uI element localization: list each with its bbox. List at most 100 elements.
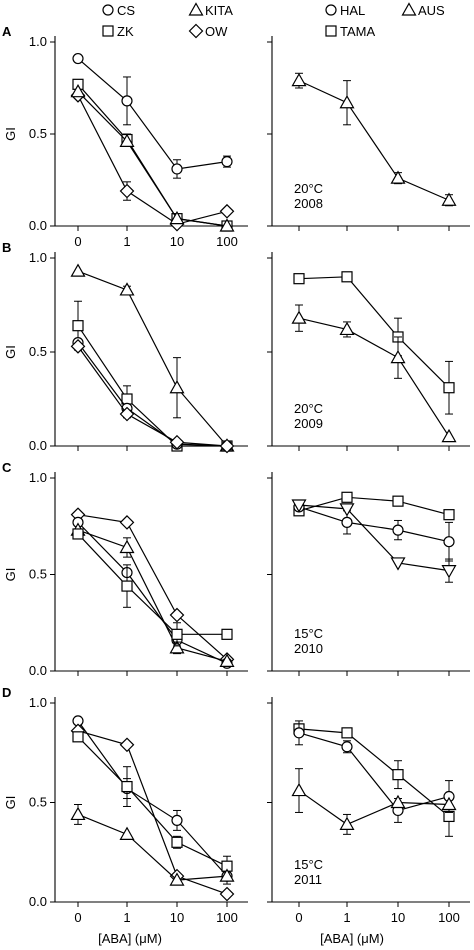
x-tick-label: 0 xyxy=(74,910,81,925)
data-point xyxy=(119,737,135,753)
x-tick-label: 0 xyxy=(295,910,302,925)
series-line xyxy=(298,732,450,812)
x-axis-label-right: [ABA] (μM) xyxy=(320,931,384,946)
data-point xyxy=(169,210,185,225)
data-point xyxy=(72,528,84,540)
series-line xyxy=(77,533,227,635)
data-point xyxy=(441,428,457,443)
series-hal xyxy=(293,501,455,562)
series-line xyxy=(77,95,228,225)
series-hal xyxy=(293,720,455,823)
data-point xyxy=(390,794,406,809)
panel-annotation: 2011 xyxy=(294,872,322,887)
series-line xyxy=(298,317,450,437)
data-point xyxy=(341,741,353,753)
series-aus xyxy=(291,499,457,583)
panel-D-left: 0.0 0.5 1.0 0 1 10 100 GI D xyxy=(2,685,248,925)
data-point xyxy=(221,628,233,640)
x-tick-label: 10 xyxy=(170,234,184,249)
x-tick-label: 1 xyxy=(123,234,130,249)
y-axis-label: GI xyxy=(3,796,18,810)
x-tick-label: 100 xyxy=(438,910,460,925)
data-point xyxy=(171,814,183,827)
y-axis-label: GI xyxy=(3,127,18,141)
data-point xyxy=(339,816,355,830)
panel-A-left: 0.0 0.5 1.0 0 1 10 100 GI A xyxy=(2,24,248,249)
series-line xyxy=(77,720,228,877)
x-axis-label-left: [ABA] (μM) xyxy=(98,931,162,946)
y-tick-label: 0.5 xyxy=(29,126,47,141)
legend-marker-zk xyxy=(102,25,114,37)
series-line xyxy=(77,521,228,664)
series-line xyxy=(77,325,227,447)
series-ow xyxy=(70,723,235,902)
data-point xyxy=(291,782,307,797)
y-tick-label: 0.5 xyxy=(29,567,47,582)
data-point xyxy=(339,321,355,336)
series-kita xyxy=(70,803,235,886)
panel-letter: D xyxy=(2,685,11,700)
x-tick-label: 10 xyxy=(170,910,184,925)
data-point xyxy=(441,796,457,811)
series-tama xyxy=(293,723,455,837)
x-tick-label: 1 xyxy=(123,910,130,925)
legend-label-ow: OW xyxy=(205,24,228,39)
x-tick-label: 10 xyxy=(391,910,405,925)
data-point xyxy=(221,156,233,168)
panel-C-left: 0.0 0.5 1.0 GI C xyxy=(2,460,248,678)
data-point xyxy=(219,218,235,232)
data-point xyxy=(219,438,235,454)
data-point xyxy=(293,273,305,285)
data-point xyxy=(119,406,135,422)
data-point xyxy=(443,509,455,521)
data-point xyxy=(72,320,84,332)
data-point xyxy=(169,434,185,450)
y-tick-label: 1.0 xyxy=(29,250,47,265)
legend-marker-tama xyxy=(325,25,337,37)
data-point xyxy=(392,524,404,536)
panel-annotation: 2009 xyxy=(294,416,323,431)
series-line xyxy=(77,736,228,867)
y-tick-label: 1.0 xyxy=(29,695,47,710)
series-aus xyxy=(291,768,457,835)
legend-label-hal: HAL xyxy=(340,3,365,18)
y-axis-label: GI xyxy=(3,568,18,582)
data-point xyxy=(219,868,235,882)
data-point xyxy=(341,516,353,528)
data-point xyxy=(70,806,86,821)
x-tick-label: 1 xyxy=(343,910,350,925)
legend-label-kita: KITA xyxy=(205,3,233,18)
data-point xyxy=(169,872,185,886)
data-point xyxy=(293,727,305,739)
data-point xyxy=(169,607,185,623)
data-point xyxy=(121,780,133,793)
panel-letter: C xyxy=(2,460,12,475)
data-point xyxy=(339,503,355,517)
data-point xyxy=(121,393,133,405)
data-point xyxy=(171,628,183,640)
data-point xyxy=(70,339,86,354)
data-point xyxy=(70,83,86,98)
panel-annotation: 15°C xyxy=(294,626,323,641)
data-point xyxy=(392,769,404,781)
data-point xyxy=(390,557,406,571)
series-aus xyxy=(291,304,457,443)
panel-letter: A xyxy=(2,24,12,39)
series-line xyxy=(77,730,228,895)
legend-marker-hal xyxy=(325,4,337,16)
plot-area: 0.00.51.00 1 10 100GIA20°C20080.00.51.0GIB2… xyxy=(2,24,470,925)
y-tick-label: 0.0 xyxy=(29,218,47,233)
data-point xyxy=(169,380,185,394)
y-tick-label: 1.0 xyxy=(29,34,47,49)
data-point xyxy=(441,192,457,206)
series-cs xyxy=(72,715,233,885)
data-point xyxy=(171,163,183,175)
series-line xyxy=(298,504,450,572)
data-point xyxy=(443,382,455,394)
panel-B-left: 0.0 0.5 1.0 GI B xyxy=(2,240,248,454)
data-point xyxy=(390,349,406,364)
series-line xyxy=(77,529,228,662)
series-line xyxy=(77,58,228,170)
